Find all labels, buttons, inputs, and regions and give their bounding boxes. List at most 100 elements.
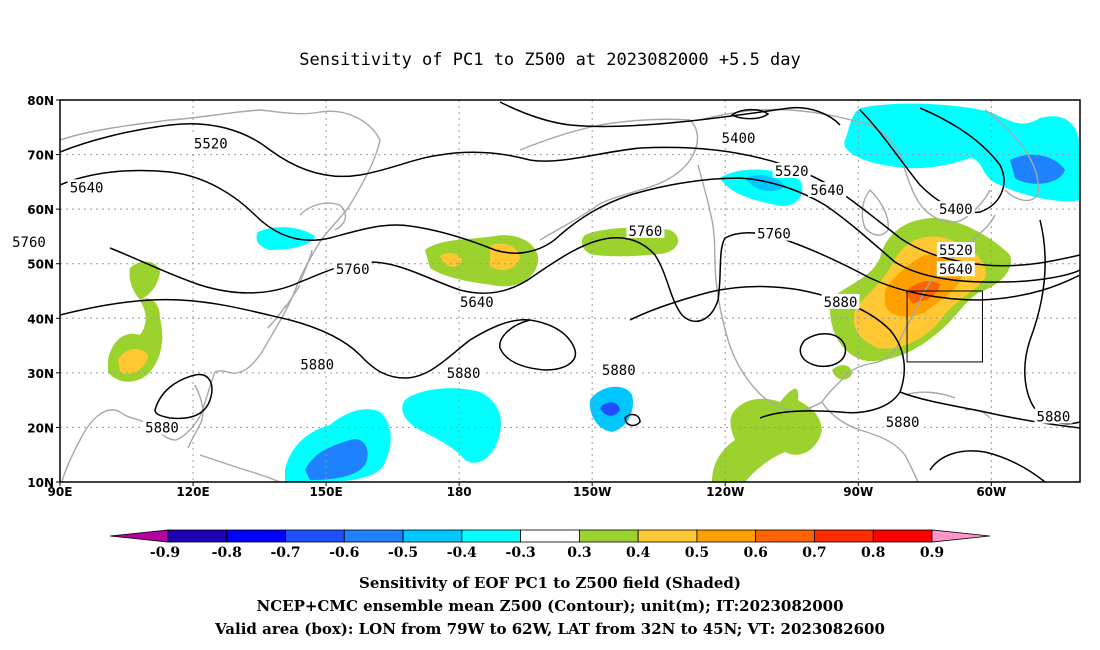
colorbar-label: -0.4 [447,545,477,561]
contour-label: 5760 [757,227,791,243]
contour-label: 5640 [70,180,104,196]
caption-line-2: NCEP+CMC ensemble mean Z500 (Contour); u… [256,597,844,615]
positive-sensitivity-area-east-us-red [905,281,940,303]
hudson-bay [861,188,889,236]
japan-coastline [267,249,313,329]
longitude-axis: 90E 120E 150E 180 150W 120W 90W 60W [48,482,1006,499]
indonesia [199,454,281,482]
contour-label: 5520 [194,137,228,153]
contour-label: 5880 [824,295,858,311]
contour-5400-east [859,107,1005,214]
contour-label-bg [626,222,665,238]
contour-label: 5760 [12,235,46,251]
contour-label: 5400 [939,202,973,218]
contour-label-bg [599,362,638,378]
colorbar-label: -0.7 [270,545,300,561]
contour-label: 5520 [775,164,809,180]
contour-5880-east [629,285,1080,429]
contour-5880-right [1024,219,1080,425]
colorbar-segment [637,529,698,543]
contour-label-bg [191,135,230,151]
lat-tick-label: 20N [27,421,54,435]
colorbar-label: 0.8 [861,545,885,561]
colorbar: -0.9 -0.8 -0.7 -0.6 -0.5 -0.4 -0.3 0.3 0.4 0.5 0.6… [109,529,991,561]
contour-label: 5880 [145,420,179,436]
lon-tick-label: 120E [176,485,209,499]
contour-label-bg [936,201,975,217]
contour-label: 5880 [300,358,334,374]
colorbar-segment [578,529,639,543]
caption-line-3: Valid area (box): LON from 79W to 62W, L… [215,620,885,638]
map-frame [59,99,1081,483]
colorbar-label: 0.6 [744,545,768,561]
contour-label-bg [457,293,496,309]
contour-label-bg [936,261,975,277]
contour-5880-west [60,298,577,379]
contour-label-bg [67,179,106,195]
colorbar-segment [285,529,345,543]
contour-label-bg [808,182,847,198]
contour-label-bg [9,233,48,249]
lon-tick-label: 150W [573,485,611,499]
positive-sensitivity-area-gulf [832,365,852,380]
north-america-west-coast [697,164,823,412]
colorbar-segment [520,529,580,543]
coastline-layer [60,108,1040,482]
colorbar-right-arrow [931,529,991,543]
contour-5880-atlantic-south [929,450,1046,482]
colorbar-left-arrow [109,529,169,543]
lat-tick-label: 40N [27,312,54,326]
contour-label-bg [333,261,372,277]
lat-tick-label: 80N [27,94,54,108]
contour-label: 5760 [336,262,370,278]
colorbar-segment [814,529,874,543]
colorbar-label: 0.4 [626,545,651,561]
colorbar-segment [872,529,933,543]
positive-sensitivity-area-china-core [118,348,148,375]
contour-label: 5640 [460,295,494,311]
asia-coastline [60,109,381,482]
negative-sensitivity-area-arctic-core [1010,154,1065,184]
colorbar-label: -0.6 [329,545,359,561]
negative-sensitivity-area-arctic [844,103,1080,202]
contour-label: 5640 [810,183,844,199]
greenland-coast [984,109,1040,202]
caption-line-1: Sensitivity of EOF PC1 to Z500 field (Sh… [359,574,741,592]
contour-label: 5880 [447,366,481,382]
contour-label-bg [444,364,483,380]
lon-tick-label: 120W [706,485,744,499]
graticule [60,100,1080,482]
contour-5760 [109,232,1080,322]
lon-tick-label: 90W [843,485,873,499]
contour-5400 [499,101,841,128]
contour-label-bg [1034,408,1073,424]
map-title: Sensitivity of PC1 to Z500 at 2023082000… [299,50,801,70]
colorbar-segment [167,529,228,543]
colorbar-segment [343,529,404,543]
lon-tick-label: 180 [447,485,472,499]
lon-tick-label: 90E [48,485,73,499]
gulf-coast [821,339,901,403]
contour-label-bg [755,225,793,241]
z500-contours [60,101,1080,482]
contour-label-bg [719,130,758,146]
lon-tick-label: 150E [309,485,342,499]
lat-tick-label: 60N [27,203,54,217]
contour-small-loop-north [730,108,770,120]
contour-label-bg [883,413,922,429]
latitude-axis: 80N 70N 60N 50N 40N 30N 20N 10N [27,94,60,490]
contour-5880-loop-gulf [799,333,847,368]
contour-label-bg [936,242,975,258]
positive-sensitivity-area-central-asia [129,261,160,300]
colorbar-segment [755,529,815,543]
contour-label-bg [298,356,337,372]
contour-5880-china [154,373,213,420]
lat-tick-label: 50N [27,258,54,272]
contour-label: 5880 [602,363,636,379]
contour-label: 5640 [939,262,973,278]
contour-label-bg [821,293,860,309]
central-america-coast [821,401,919,482]
contour-label: 5760 [629,224,663,240]
lon-tick-label: 60W [976,485,1006,499]
